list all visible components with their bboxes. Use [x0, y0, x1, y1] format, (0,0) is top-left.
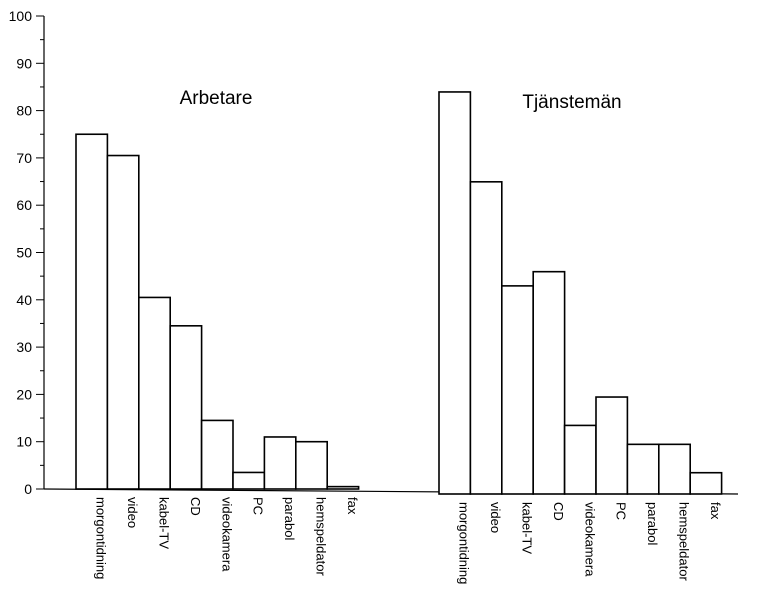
labels: morgontidning video kabel-TV CD videokamera P…: [94, 88, 723, 584]
x-tick-label: CD: [188, 497, 203, 516]
bar-CD: [532, 270, 566, 495]
x-tick-label: PC: [614, 502, 629, 520]
bar-morgontidning: [438, 91, 472, 495]
bar-fax: [689, 471, 723, 495]
y-tick-label: 80: [16, 103, 32, 119]
bar-videokamera: [563, 424, 597, 495]
x-tick-label: fax: [708, 502, 723, 520]
group-title: Arbetare: [180, 88, 253, 109]
bar-video: [106, 154, 140, 490]
y-tick-label: 50: [16, 245, 32, 261]
bar-parabol: [263, 436, 297, 490]
x-tick-label: kabel-TV: [157, 497, 172, 549]
y-tick-label: 20: [16, 386, 32, 402]
x-tick-label: morgontidning: [94, 497, 109, 579]
x-tick-label: morgontidning: [457, 502, 472, 584]
x-tick-label: video: [488, 502, 503, 533]
x-tick-label: PC: [251, 497, 266, 515]
x-tick-label: hemspeldator: [677, 502, 692, 581]
bar-hemspeldator: [294, 440, 328, 490]
x-tick-label: hemspeldator: [314, 497, 329, 576]
bar-CD: [169, 325, 203, 490]
x-tick-label: videokamera: [582, 502, 597, 577]
bar-PC: [232, 471, 266, 490]
x-tick-label: CD: [551, 502, 566, 521]
bar-kabel-TV: [138, 296, 172, 490]
x-tick-label: fax: [345, 497, 360, 515]
bar-videokamera: [200, 419, 234, 490]
y-tick-label: 40: [16, 292, 32, 308]
x-tick-label: videokamera: [219, 497, 234, 572]
y-tick-label: 0: [24, 481, 32, 497]
x-tick-label: video: [125, 497, 140, 528]
bars: [75, 91, 723, 495]
x-tick-label: parabol: [282, 497, 297, 540]
x-tick-label: parabol: [645, 502, 660, 545]
bar-parabol: [626, 443, 660, 495]
bar-video: [469, 181, 503, 495]
group-title: Tjänstemän: [522, 92, 621, 113]
y-tick-label: 90: [16, 55, 32, 71]
y-tick-label: 100: [9, 8, 33, 24]
y-tick-label: 30: [16, 339, 32, 355]
y-tick-label: 70: [16, 150, 32, 166]
bar-fax: [326, 485, 360, 490]
x-tick-label: kabel-TV: [520, 502, 535, 554]
bar-hemspeldator: [657, 443, 691, 495]
axes: 0 10 20 30 40 50 60 70 80 90 100: [9, 8, 739, 497]
bar-kabel-TV: [500, 285, 534, 495]
bar-PC: [595, 396, 629, 495]
bar-morgontidning: [75, 133, 109, 490]
y-tick-label: 60: [16, 197, 32, 213]
y-tick-label: 10: [16, 434, 32, 450]
